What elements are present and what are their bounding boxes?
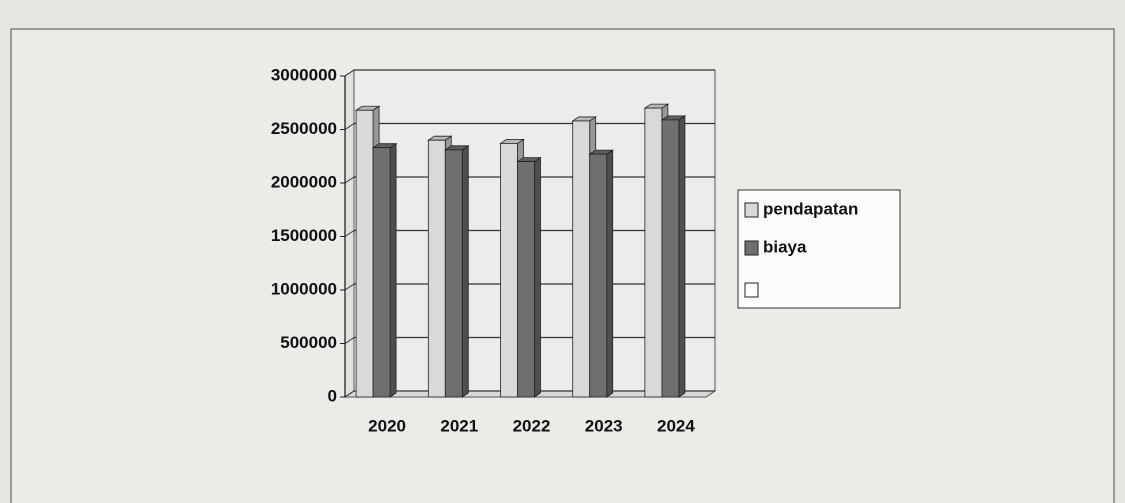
grid-slant [344,337,355,344]
legend-swatch [744,240,759,256]
x-tick-label: 2022 [513,416,551,435]
legend-box [737,189,901,309]
bar-side [461,145,469,398]
y-tick-label: 2000000 [271,172,337,191]
bar-side [534,156,541,398]
bar-side [678,115,686,398]
legend-swatch [744,282,759,298]
y-tick-label: 0 [328,386,337,405]
bar [500,143,518,398]
bar [572,120,591,398]
grid-slant [344,123,355,130]
bar [661,119,680,398]
y-tick-label: 500000 [280,333,337,352]
x-tick-label: 2020 [368,416,406,435]
bar [517,161,535,398]
grid-slant [344,176,355,184]
y-tick-label: 3000000 [271,65,337,84]
y-tick-label: 1000000 [271,279,337,298]
bar [355,109,374,398]
x-tick-label: 2024 [657,416,695,435]
y-tick-label: 1500000 [271,226,337,245]
legend-swatch [744,202,759,218]
legend-label: pendapatan [763,199,858,218]
legend-label: biaya [763,237,807,256]
y-tick-label: 2500000 [271,119,337,138]
bar [644,107,663,398]
grid-slant [344,69,355,77]
x-tick-label: 2023 [585,416,623,435]
grid-slant [344,390,355,398]
bar [589,153,608,398]
bar [427,139,446,398]
bar [372,147,391,398]
bar-side [606,149,614,398]
grid-slant [344,283,355,291]
bar [444,149,463,398]
bar-side [389,142,397,398]
grid-slant [344,230,355,237]
x-tick-label: 2021 [440,416,478,435]
